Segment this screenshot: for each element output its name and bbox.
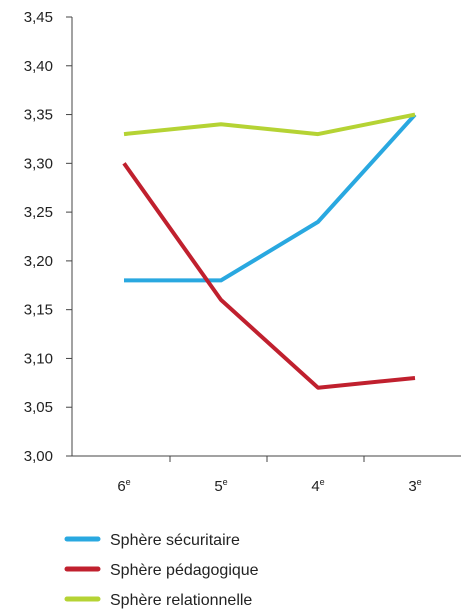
- y-tick-label: 3,30: [24, 155, 53, 172]
- legend-label: Sphère pédagogique: [110, 562, 259, 579]
- series-lines: [122, 112, 417, 390]
- x-tick-label: 3e: [408, 477, 421, 495]
- x-axis-ticks: 6e 5e 4e 3e: [117, 456, 422, 495]
- y-tick-label: 3,20: [24, 253, 53, 270]
- y-axis-ticks: 3,00 3,05 3,10 3,15 3,20 3,25 3,30 3,35 3,40 3,45: [24, 9, 72, 465]
- y-tick-label: 3,25: [24, 204, 53, 221]
- legend-label: Sphère relationnelle: [110, 592, 252, 609]
- x-tick-label: 4e: [311, 477, 324, 495]
- series-line: [122, 162, 416, 390]
- y-tick-label: 3,10: [24, 350, 53, 367]
- axes: [71, 17, 461, 457]
- y-tick-label: 3,35: [24, 107, 53, 124]
- legend-label: Sphère sécuritaire: [110, 532, 240, 549]
- y-tick-label: 3,00: [24, 448, 53, 465]
- series-line: [124, 113, 417, 283]
- series-line: [123, 112, 416, 137]
- y-tick-label: 3,45: [24, 9, 53, 26]
- y-tick-label: 3,15: [24, 302, 53, 319]
- legend: Sphère sécuritaire Sphère pédagogique Sphè…: [64, 532, 259, 609]
- x-tick-label: 6e: [117, 477, 130, 495]
- y-tick-label: 3,05: [24, 399, 53, 416]
- x-tick-label: 5e: [214, 477, 227, 495]
- y-tick-label: 3,40: [24, 58, 53, 75]
